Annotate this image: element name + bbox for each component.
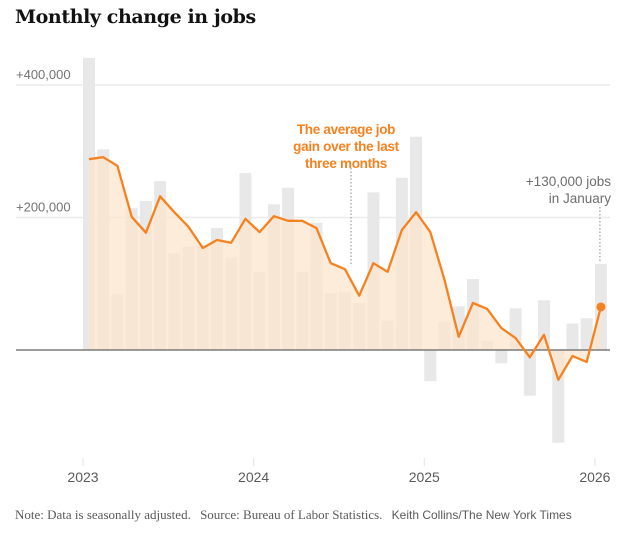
x-tick-label: 2024: [238, 469, 269, 485]
chart-footer: Note: Data is seasonally adjusted. Sourc…: [15, 507, 572, 523]
annotations: The average job gain over the last three m…: [293, 122, 611, 266]
bar: [424, 350, 437, 382]
annotation-text-line: The average job: [297, 122, 395, 137]
latest-point-marker: [596, 302, 606, 312]
bar: [566, 323, 579, 350]
average-area: [89, 157, 601, 380]
average-area-group: [89, 157, 601, 380]
y-tick-label: +200,000: [16, 200, 71, 215]
annotation-text-line: +130,000 jobs: [526, 174, 611, 189]
x-axis: 2023 2024 2025 2026: [67, 458, 611, 485]
annotation-text-line: gain over the last: [293, 139, 399, 154]
annotation-text-line: three months: [305, 156, 387, 171]
footer-source: Source: Bureau of Labor Statistics.: [200, 507, 383, 522]
y-tick-label: +400,000: [16, 67, 71, 82]
chart-title: Monthly change in jobs: [15, 6, 256, 28]
x-tick-label: 2026: [579, 469, 610, 485]
bar: [495, 350, 508, 364]
x-tick-label: 2023: [67, 469, 98, 485]
average-line-group: [88, 156, 606, 381]
average-line: [88, 156, 603, 381]
bar: [509, 308, 522, 350]
footer-credit: Keith Collins/The New York Times: [391, 508, 572, 522]
footer-note: Note: Data is seasonally adjusted.: [15, 507, 191, 522]
annotation-text-line: in January: [549, 191, 612, 206]
bar: [580, 318, 593, 350]
x-tick-label: 2025: [409, 469, 440, 485]
y-axis-labels: +400,000 +200,000: [16, 67, 71, 215]
chart-svg: +400,000 +200,000 2023 2024 2025 2026 The av…: [16, 57, 611, 485]
bar: [523, 350, 536, 396]
